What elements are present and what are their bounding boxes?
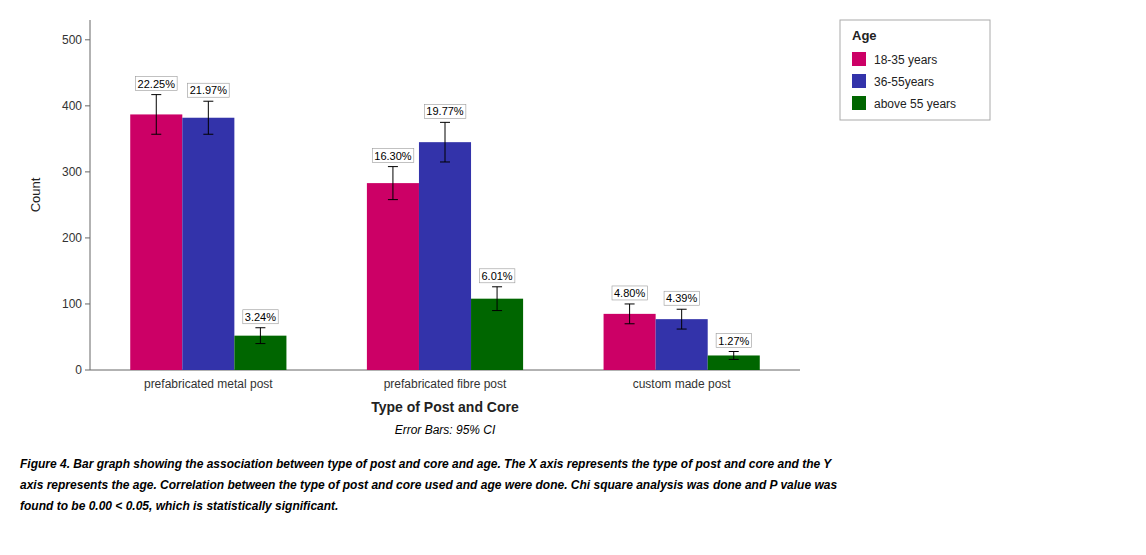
legend-entry: 18-35 years (874, 53, 937, 67)
error-bar-stem (497, 287, 498, 311)
error-bar-cap (729, 359, 739, 360)
percentage-label: 4.39% (666, 292, 697, 304)
error-bar-cap (388, 199, 398, 200)
error-bar-cap (255, 343, 265, 344)
error-bar-cap (151, 134, 161, 135)
x-axis-label: Type of Post and Core (371, 399, 519, 415)
y-axis-label: Count (28, 177, 43, 212)
legend-swatch (852, 74, 866, 88)
error-bar (203, 101, 213, 134)
error-bar (729, 352, 739, 360)
error-bar-cap (203, 101, 213, 102)
percentage-label-box (424, 104, 466, 118)
legend-swatch (852, 52, 866, 66)
error-bar-cap (729, 351, 739, 352)
caption-line: found to be 0.00 < 0.05, which is statis… (20, 499, 338, 513)
error-bar-stem (733, 352, 734, 360)
y-tick (85, 370, 90, 371)
legend-entry: 36-55years (874, 75, 934, 89)
error-bar (151, 95, 161, 135)
error-bar-cap (440, 161, 450, 162)
percentage-label-box (716, 334, 751, 348)
x-tick-label: prefabricated metal post (144, 377, 273, 391)
percentage-labels: 22.25% 16.30% 4.80% 21.97% 19.77% 4.39% 3.24% 6… (136, 77, 752, 348)
y-tick (85, 39, 90, 40)
error-bar (492, 287, 502, 311)
error-bar-cap (492, 310, 502, 311)
error-bar-cap (677, 309, 687, 310)
y-tick-label: 100 (62, 297, 82, 311)
error-bar-cap (677, 329, 687, 330)
error-bar (677, 309, 687, 329)
error-bar-stem (681, 309, 682, 329)
percentage-label-box (188, 83, 230, 97)
percentage-label: 3.24% (245, 311, 276, 323)
error-bar-stem (445, 122, 446, 162)
error-bar-stem (392, 167, 393, 200)
y-tick (85, 237, 90, 238)
y-axis-line (90, 20, 91, 370)
chart: 0 100 200 300 400 500 prefabricated metal post… (0, 0, 1146, 555)
percentage-label: 4.80% (614, 287, 645, 299)
percentage-label-box (372, 149, 414, 163)
legend-title: Age (852, 28, 877, 43)
error-bar-cap (625, 303, 635, 304)
error-bar (625, 304, 635, 324)
bar (130, 114, 182, 370)
legend: Age 18-35 years 36-55years above 55 years (840, 20, 990, 120)
error-bar-stem (629, 304, 630, 324)
error-bar-cap (440, 122, 450, 123)
error-bar-cap (255, 327, 265, 328)
error-bar-note: Error Bars: 95% CI (395, 423, 496, 437)
bar (182, 118, 234, 370)
error-bar (440, 122, 450, 162)
y-tick (85, 303, 90, 304)
y-tick (85, 105, 90, 106)
legend-swatch (852, 96, 866, 110)
error-bar-stem (260, 328, 261, 344)
legend-frame (840, 20, 990, 120)
x-tick-label: prefabricated fibre post (384, 377, 507, 391)
percentage-label: 6.01% (481, 270, 512, 282)
error-bar-cap (492, 286, 502, 287)
plot-area (130, 95, 760, 370)
percentage-label-box (243, 310, 278, 324)
error-bar-stem (156, 95, 157, 135)
error-bar (255, 328, 265, 344)
error-bar-cap (625, 323, 635, 324)
y-tick-label: 200 (62, 231, 82, 245)
y-tick-label: 400 (62, 99, 82, 113)
percentage-label: 21.97% (190, 84, 228, 96)
error-bar (388, 167, 398, 200)
bar (419, 142, 471, 370)
y-tick-label: 300 (62, 165, 82, 179)
bar (367, 183, 419, 370)
percentage-label-box (664, 291, 699, 305)
y-tick-label: 500 (62, 33, 82, 47)
error-bar-stem (208, 101, 209, 134)
y-tick-label: 0 (75, 363, 82, 377)
caption-line: axis represents the age. Correlation bet… (20, 478, 837, 492)
error-bar-cap (151, 94, 161, 95)
y-axis: 0 100 200 300 400 500 (62, 20, 800, 377)
percentage-label: 16.30% (374, 150, 412, 162)
caption-line: Figure 4. Bar graph showing the associat… (20, 457, 832, 471)
percentage-label-box (612, 286, 647, 300)
legend-entry: above 55 years (874, 97, 956, 111)
x-tick-label: custom made post (633, 377, 732, 391)
error-bar-cap (203, 134, 213, 135)
error-bar-cap (388, 166, 398, 167)
percentage-label: 22.25% (138, 78, 176, 90)
percentage-label-box (136, 77, 178, 91)
percentage-label: 19.77% (426, 105, 464, 117)
percentage-label: 1.27% (718, 335, 749, 347)
y-tick (85, 171, 90, 172)
percentage-label-box (479, 269, 514, 283)
